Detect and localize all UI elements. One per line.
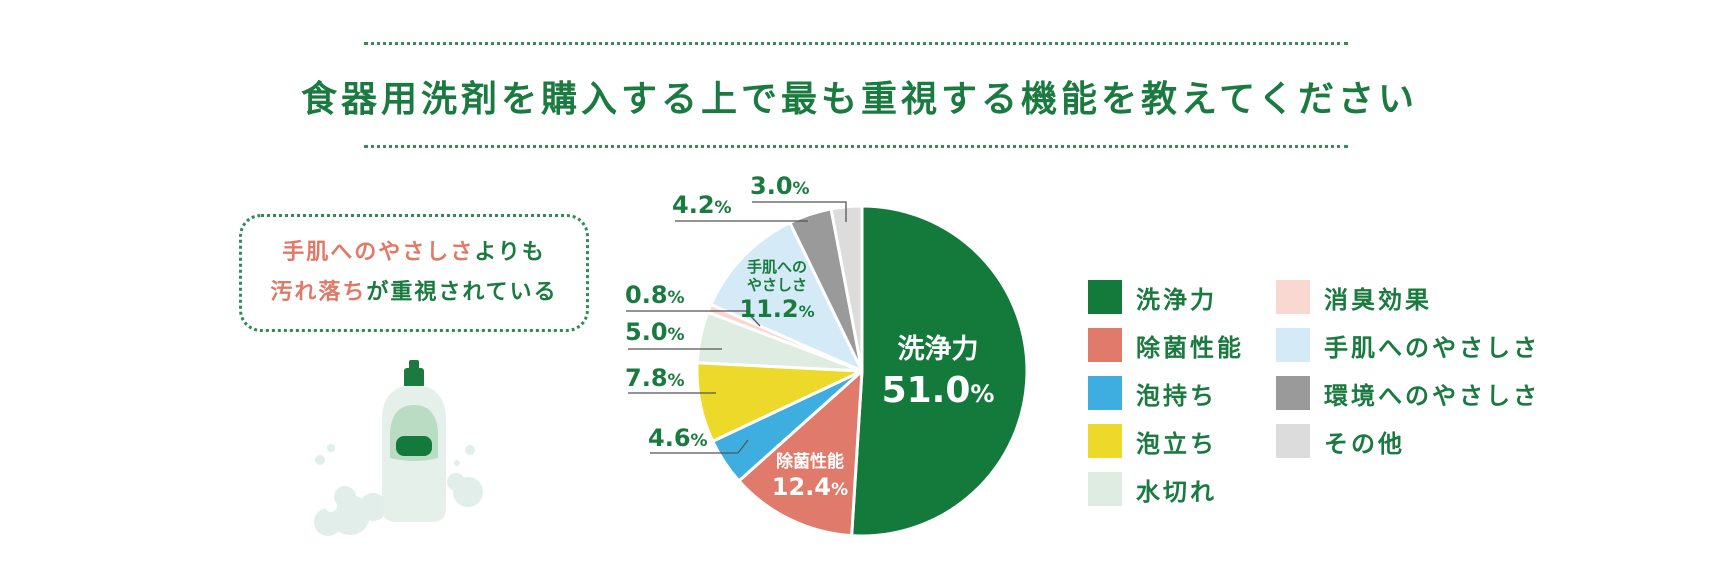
awadachi-unit: % <box>668 371 685 391</box>
outside-label-sonota: 3.0% <box>750 172 810 200</box>
legend-label-awamochi: 泡持ち <box>1136 381 1217 410</box>
pie-slice-6 <box>709 221 864 373</box>
slice-label-tehada-line2: やさしさ <box>747 276 807 294</box>
slice-label-tehada-line1: 手肌への <box>747 258 807 276</box>
outside-label-kankyo: 4.2% <box>672 191 732 219</box>
jokin-unit: % <box>831 480 848 500</box>
leader-sonota <box>752 201 847 222</box>
legend-label-senjo: 洗浄力 <box>1136 285 1217 314</box>
chart-title: 食器用洗剤を購入する上で最も重視する機能を教えてください <box>300 79 1419 120</box>
callout-line-1: 手肌へのやさしさよりも <box>242 233 586 273</box>
leader-awamochi <box>650 439 749 454</box>
callout-box: 手肌へのやさしさよりも 汚れ落ちが重視されている <box>239 214 589 332</box>
legend-item-tehada: 手肌へのやさしさ <box>1276 328 1540 362</box>
callout-text-1: よりも <box>474 240 546 265</box>
senjo-unit: % <box>970 380 994 408</box>
legend-swatch-kankyo <box>1276 376 1310 410</box>
kankyo-unit: % <box>715 198 732 218</box>
outside-label-awamochi: 4.6% <box>648 424 708 452</box>
slice-label-tehada-value: 11.2% <box>739 295 814 323</box>
sonota-unit: % <box>793 179 810 199</box>
pie-slice-0 <box>850 204 1029 538</box>
bottom-dotted-divider <box>364 145 1348 148</box>
callout-highlight-1: 手肌へのやさしさ <box>282 240 475 265</box>
legend-label-awadachi: 泡立ち <box>1136 429 1217 458</box>
legend-item-jokin: 除菌性能 <box>1088 328 1244 362</box>
sonota-value: 3.0 <box>750 172 793 200</box>
awamochi-value: 4.6 <box>648 424 691 452</box>
jokin-value: 12.4 <box>772 473 831 501</box>
legend-label-shoshu: 消臭効果 <box>1324 285 1432 314</box>
legend-item-sonota: その他 <box>1276 424 1405 458</box>
legend-swatch-awadachi <box>1088 424 1122 458</box>
shoshu-unit: % <box>668 288 685 308</box>
legend-label-kankyo: 環境へのやさしさ <box>1324 381 1540 410</box>
legend-label-tehada: 手肌へのやさしさ <box>1324 333 1540 362</box>
legend-item-kankyo: 環境へのやさしさ <box>1276 376 1540 410</box>
awadachi-value: 7.8 <box>625 364 668 392</box>
legend-item-awamochi: 泡持ち <box>1088 376 1217 410</box>
legend-swatch-tehada <box>1276 328 1310 362</box>
mizukire-unit: % <box>668 325 685 345</box>
tehada-unit: % <box>799 302 815 321</box>
detergent-bottle-illustration <box>314 360 483 536</box>
leader-shoshu <box>626 310 761 327</box>
legend-swatch-shoshu <box>1276 280 1310 314</box>
mizukire-value: 5.0 <box>625 318 668 346</box>
legend-label-jokin: 除菌性能 <box>1136 333 1244 362</box>
pie-slice-1 <box>737 369 864 538</box>
legend-swatch-awamochi <box>1088 376 1122 410</box>
legend-swatch-sonota <box>1276 424 1310 458</box>
slice-label-jokin-value: 12.4% <box>772 473 848 501</box>
slice-label-senjo-name: 洗浄力 <box>898 334 979 365</box>
shoshu-value: 0.8 <box>625 281 668 309</box>
slice-label-jokin-name: 除菌性能 <box>776 451 844 472</box>
legend-label-mizukire: 水切れ <box>1136 477 1217 506</box>
callout-line-2: 汚れ落ちが重視されている <box>242 273 586 313</box>
callout-highlight-2: 汚れ落ち <box>270 280 367 305</box>
pie-slices <box>695 204 1029 538</box>
legend-swatch-jokin <box>1088 328 1122 362</box>
kankyo-value: 4.2 <box>672 191 715 219</box>
legend-item-mizukire: 水切れ <box>1088 472 1217 506</box>
leader-lines <box>626 201 847 454</box>
legend-label-sonota: その他 <box>1324 429 1405 458</box>
legend-item-awadachi: 泡立ち <box>1088 424 1217 458</box>
legend-item-senjo: 洗浄力 <box>1088 280 1217 314</box>
outside-label-awadachi: 7.8% <box>625 364 685 392</box>
outside-label-shoshu: 0.8% <box>625 281 685 309</box>
outside-label-mizukire: 5.0% <box>625 318 685 346</box>
legend-swatch-senjo <box>1088 280 1122 314</box>
legend-item-shoshu: 消臭効果 <box>1276 280 1432 314</box>
callout-text-2: が重視されている <box>366 280 558 305</box>
top-dotted-divider <box>364 42 1348 45</box>
tehada-value: 11.2 <box>739 295 798 323</box>
senjo-value: 51.0 <box>882 370 971 411</box>
awamochi-unit: % <box>691 431 708 451</box>
slice-label-senjo-value: 51.0% <box>882 370 995 411</box>
legend-swatch-mizukire <box>1088 472 1122 506</box>
